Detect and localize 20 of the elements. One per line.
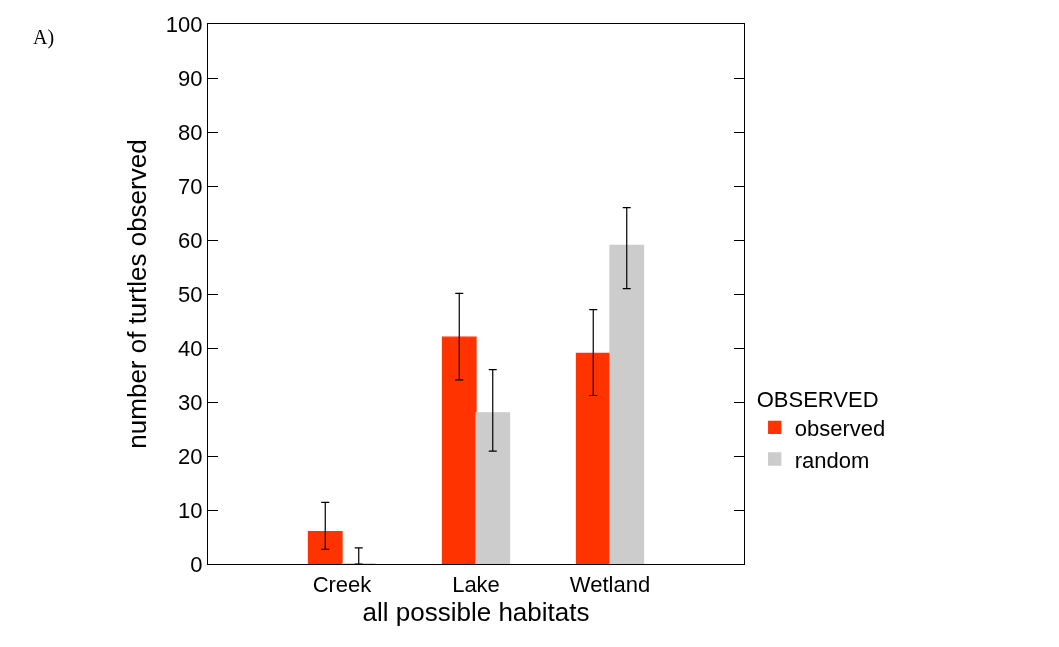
x-tick-label: Lake	[452, 571, 500, 597]
legend-label: observed	[794, 415, 886, 441]
y-tick-label: 30	[177, 389, 203, 415]
y-tick-label: 100	[165, 11, 203, 37]
y-tick-label: 90	[177, 65, 203, 91]
text: A)	[33, 26, 55, 49]
y-tick-label: 80	[177, 119, 203, 145]
y-axis-title: number of turtles observed	[121, 139, 152, 449]
y-tick-label: 70	[177, 173, 203, 199]
x-tick-label: Creek	[312, 571, 373, 597]
y-tick-label: 0	[190, 551, 203, 577]
y-tick-label: 50	[177, 281, 203, 307]
y-tick-label: 60	[177, 227, 203, 253]
x-axis-title: all possible habitats	[362, 596, 590, 627]
y-tick-label: 10	[177, 497, 203, 523]
x-tick-label: Wetland	[569, 571, 651, 597]
legend-label: random	[794, 447, 870, 473]
legend-title: OBSERVED	[756, 386, 879, 412]
y-tick-label: 40	[177, 335, 203, 361]
y-tick-label: 20	[177, 443, 203, 469]
